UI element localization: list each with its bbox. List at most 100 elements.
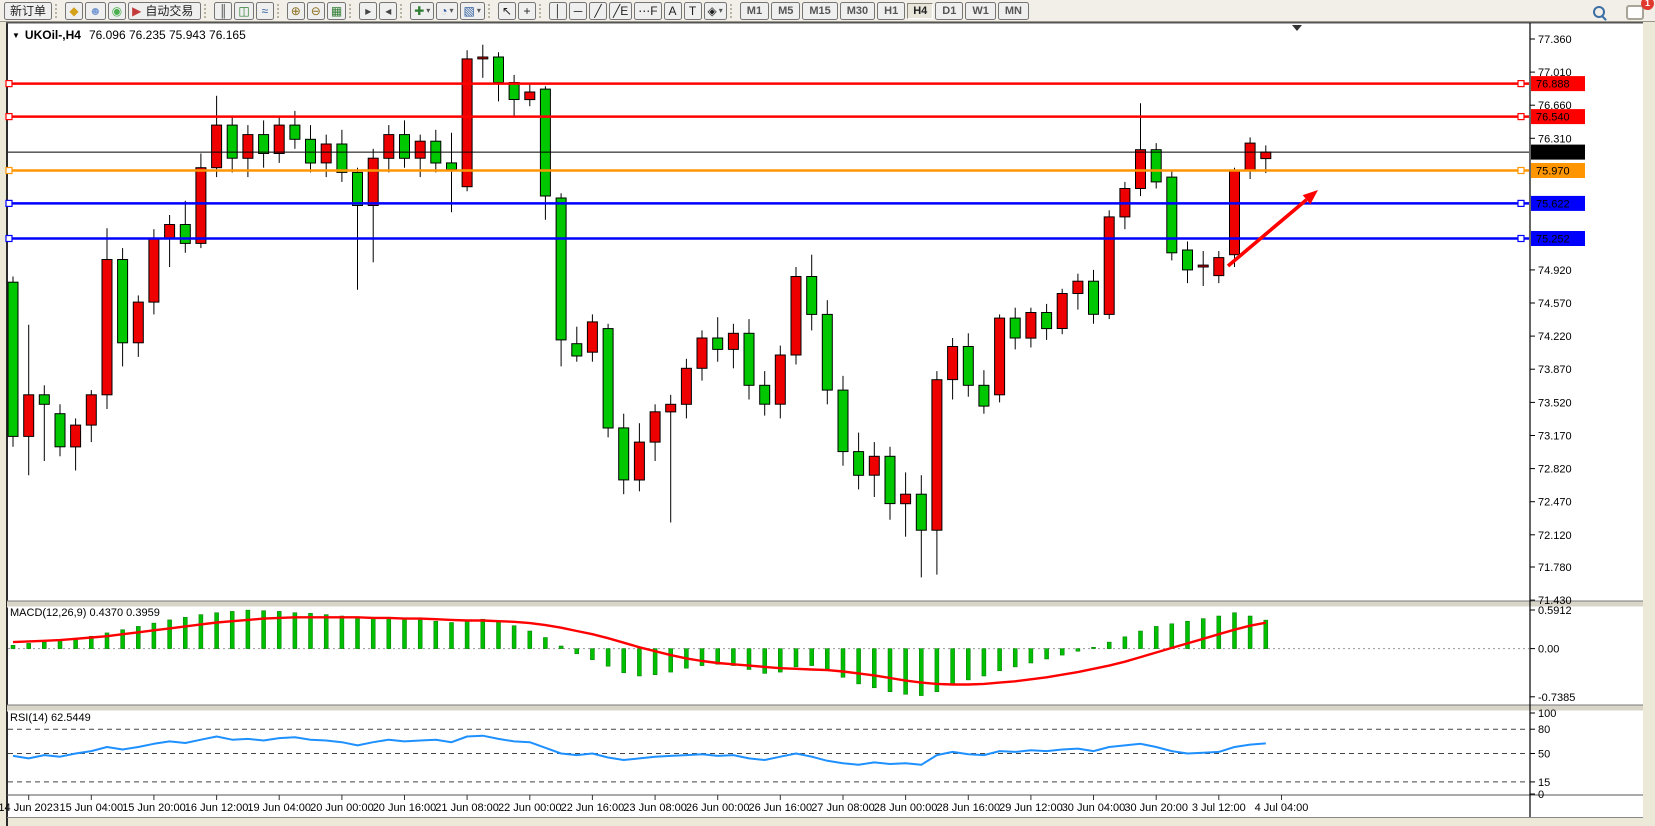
- svg-text:26 Jun 00:00: 26 Jun 00:00: [686, 802, 750, 814]
- svg-text:20 Jun 16:00: 20 Jun 16:00: [373, 802, 437, 814]
- timeframe-m1-button[interactable]: M1: [739, 1, 770, 20]
- new-order-button[interactable]: 新订单: [4, 1, 53, 20]
- svg-text:77.360: 77.360: [1538, 34, 1572, 46]
- timeframe-m5-button[interactable]: M5: [771, 1, 801, 20]
- autotrade-button: ▶: [132, 3, 142, 18]
- indicators-icon[interactable]: ✚ ▾: [410, 1, 435, 20]
- timeframe-h4-button[interactable]: H4: [907, 2, 934, 19]
- timeframe-mn-button[interactable]: MN: [997, 1, 1029, 20]
- timeframe-w1-button[interactable]: W1: [965, 1, 996, 20]
- zoom-out-icon[interactable]: ⊖: [306, 1, 325, 20]
- timeframe-h1-button[interactable]: H1: [877, 1, 906, 20]
- hline-75.970[interactable]: [5, 166, 1529, 175]
- hline-76.540[interactable]: [5, 112, 1529, 121]
- svg-text:74.570: 74.570: [1538, 298, 1572, 310]
- svg-text:73.870: 73.870: [1538, 364, 1572, 376]
- search-icon: [1593, 6, 1605, 18]
- tile-windows-icon[interactable]: ▦: [326, 1, 347, 20]
- profile-icon[interactable]: ☻: [85, 1, 106, 20]
- chart-shift-marker[interactable]: [1292, 25, 1302, 31]
- hline-75.252[interactable]: [5, 234, 1529, 243]
- toolbar-grip: [204, 3, 209, 18]
- toolbar-grip: [276, 3, 282, 18]
- svg-text:22 Jun 00:00: 22 Jun 00:00: [498, 802, 562, 814]
- svg-text:26 Jun 16:00: 26 Jun 16:00: [748, 802, 812, 814]
- timeframe-m15-button[interactable]: M15: [802, 1, 838, 20]
- channel-icon[interactable]: ╱E: [608, 1, 633, 20]
- cursor-icon[interactable]: ↖: [497, 1, 516, 20]
- chevron-down-icon[interactable]: ▾: [449, 6, 454, 15]
- zoom-in-icon[interactable]: ⊕: [286, 1, 305, 20]
- svg-text:50: 50: [1538, 749, 1550, 761]
- hline-76.888[interactable]: [5, 79, 1529, 88]
- autotrade-label: 自动交易: [145, 4, 194, 18]
- trend-arrow-annotation[interactable]: [1226, 190, 1318, 268]
- chevron-down-icon[interactable]: ▾: [476, 6, 481, 15]
- hline-75.622[interactable]: [5, 199, 1529, 207]
- svg-text:76.540: 76.540: [1536, 112, 1570, 124]
- chart-wizard-icon[interactable]: ◆: [65, 1, 84, 20]
- macd-histogram: [10, 609, 1269, 696]
- candlestick-chart-icon: ◫: [238, 3, 250, 18]
- svg-text:15: 15: [1538, 777, 1550, 789]
- crosshair-icon: +: [523, 3, 531, 18]
- macd-name: MACD(12,26,9): [10, 607, 87, 619]
- vertical-line-icon[interactable]: │: [548, 1, 567, 20]
- svg-text:20 Jun 00:00: 20 Jun 00:00: [310, 802, 374, 814]
- periods-icon: ◔: [440, 3, 448, 18]
- tile-windows-icon: ▦: [330, 3, 343, 18]
- text-icon[interactable]: A: [663, 1, 682, 20]
- bottom-strip: [8, 818, 1643, 826]
- marketwatch-icon[interactable]: ◉: [107, 1, 127, 20]
- profile-icon: ☻: [89, 3, 102, 18]
- auto-scroll-icon[interactable]: ▸: [359, 1, 378, 20]
- window-left-border: [6, 22, 8, 826]
- bar-chart-icon[interactable]: ║: [214, 1, 233, 20]
- collapse-triangle-icon[interactable]: ▼: [12, 31, 20, 40]
- search-button[interactable]: [1588, 3, 1610, 21]
- templates-icon[interactable]: ▧ ▾: [459, 1, 485, 20]
- macd-signal-line: [12, 616, 1267, 686]
- svg-text:16 Jun 12:00: 16 Jun 12:00: [185, 802, 249, 814]
- macd-values: 0.4370 0.3959: [89, 607, 160, 619]
- text-label-icon[interactable]: T: [683, 1, 702, 20]
- horizontal-line-icon[interactable]: ─: [568, 1, 587, 20]
- timeframe-d1-button[interactable]: D1: [935, 1, 964, 20]
- svg-text:76.888: 76.888: [1536, 79, 1570, 91]
- zoom-out-icon: ⊖: [310, 3, 321, 18]
- svg-text:72.120: 72.120: [1538, 530, 1572, 542]
- arrows-icon[interactable]: ◈ ▾: [703, 1, 727, 20]
- line-chart-icon[interactable]: ≈: [255, 1, 274, 20]
- svg-text:0.00: 0.00: [1538, 644, 1559, 656]
- chevron-down-icon[interactable]: ▾: [426, 6, 431, 15]
- autotrade-button[interactable]: ▶ 自动交易: [128, 1, 202, 20]
- crosshair-icon[interactable]: +: [517, 1, 536, 20]
- svg-text:72.820: 72.820: [1538, 464, 1572, 476]
- timeframe-m30-button[interactable]: M30: [839, 1, 876, 20]
- messages-button[interactable]: 1: [1624, 0, 1654, 21]
- chart-background: [0, 22, 1655, 826]
- chart-shift-icon: ◂: [385, 3, 392, 18]
- rsi-name: RSI(14): [10, 712, 48, 724]
- toolbar-groups: ◆ ☻ ◉ ▶ 自动交易 ║ ◫ ≈ ⊕ ⊖ ▦ ▸ ◂ ✚ ▾ ◔ ▾ ▧ ▾ ↖ + │ ─ ╱ ╱E ⋯F A T ◈ ▾: [53, 1, 728, 20]
- svg-text:0.5912: 0.5912: [1538, 605, 1572, 617]
- pane-separator[interactable]: [7, 601, 1643, 607]
- trendline-icon[interactable]: ╱: [588, 1, 607, 20]
- toolbar-grip: [538, 3, 544, 18]
- fibonacci-icon: ⋯F: [638, 3, 658, 18]
- svg-text:75.252: 75.252: [1536, 234, 1570, 246]
- pane-separator[interactable]: [7, 705, 1643, 711]
- rsi-indicator-label: RSI(14) 62.5449: [10, 712, 91, 724]
- chart-shift-icon[interactable]: ◂: [379, 1, 398, 20]
- svg-text:76.310: 76.310: [1538, 133, 1572, 145]
- candlestick-chart-icon[interactable]: ◫: [234, 1, 254, 20]
- fibonacci-icon[interactable]: ⋯F: [634, 1, 662, 20]
- periods-icon[interactable]: ◔ ▾: [436, 1, 458, 20]
- rsi-value: 62.5449: [50, 712, 91, 724]
- templates-icon: ▧: [463, 3, 475, 18]
- chevron-down-icon[interactable]: ▾: [718, 6, 723, 15]
- text-label-icon: T: [688, 3, 697, 18]
- rsi-line: [12, 734, 1266, 766]
